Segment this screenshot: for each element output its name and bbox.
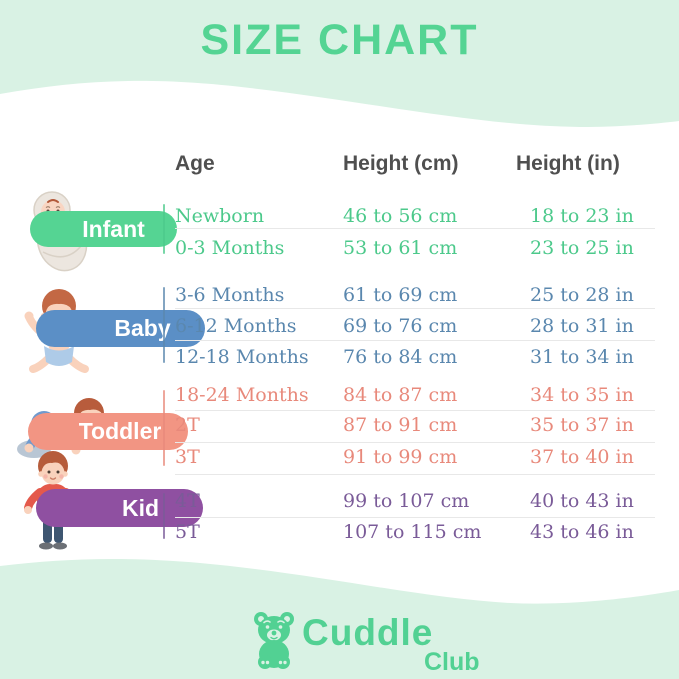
- brand-subname: Club: [424, 648, 480, 676]
- group-pill-infant: Infant: [30, 211, 177, 247]
- age-cell: Newborn: [175, 205, 265, 227]
- age-cell: 6-12 Months: [175, 315, 297, 337]
- height-in-cell: 35 to 37 in: [530, 414, 634, 436]
- height-in-cell: 25 to 28 in: [530, 284, 634, 306]
- height-cm-cell: 91 to 99 cm: [343, 446, 458, 468]
- height-cm-cell: 46 to 56 cm: [343, 205, 458, 227]
- height-in-cell: 18 to 23 in: [530, 205, 634, 227]
- age-cell: 2T: [175, 414, 200, 436]
- group-label-toddler: Toddler: [78, 418, 162, 444]
- height-in-cell: 31 to 34 in: [530, 346, 634, 368]
- table-row: Newborn 46 to 56 cm 18 to 23 in: [175, 200, 657, 232]
- brand-name: Cuddle: [302, 612, 434, 653]
- height-cm-cell: 76 to 84 cm: [343, 346, 458, 368]
- group-label-kid: Kid: [121, 495, 160, 521]
- table-row: 4T 99 to 107 cm 40 to 43 in: [175, 485, 657, 517]
- column-header-height-in: Height (in): [516, 152, 620, 175]
- age-cell: 3-6 Months: [175, 284, 285, 306]
- group-label-infant: Infant: [82, 216, 145, 242]
- table-row: 18-24 Months 84 to 87 cm 34 to 35 in: [175, 379, 657, 411]
- group-pill-toddler: Toddler: [28, 413, 188, 450]
- table-row: 12-18 Months 76 to 84 cm 31 to 34 in: [175, 341, 657, 373]
- height-cm-cell: 61 to 69 cm: [343, 284, 458, 306]
- top-wave-decoration: [0, 0, 679, 127]
- age-cell: 5T: [175, 521, 200, 543]
- bottom-wave-decoration: [0, 559, 679, 679]
- table-row: 0-3 Months 53 to 61 cm 23 to 25 in: [175, 232, 657, 264]
- group-divider-infant: [163, 204, 165, 254]
- age-cell: 18-24 Months: [175, 384, 309, 406]
- age-cell: 0-3 Months: [175, 237, 285, 259]
- page-title: SIZE CHART: [200, 16, 479, 64]
- height-in-cell: 43 to 46 in: [530, 521, 634, 543]
- height-in-cell: 23 to 25 in: [530, 237, 634, 259]
- row-divider: [175, 410, 655, 411]
- height-in-cell: 28 to 31 in: [530, 315, 634, 337]
- group-pill-kid: Kid: [36, 489, 203, 527]
- height-cm-cell: 99 to 107 cm: [343, 490, 470, 512]
- group-divider-kid: [163, 493, 165, 539]
- teddy-bear-icon: [254, 612, 294, 669]
- table-row: 2T 87 to 91 cm 35 to 37 in: [175, 409, 657, 441]
- group-divider-toddler: [163, 390, 165, 466]
- age-cell: 4T: [175, 490, 200, 512]
- column-header-age: Age: [175, 152, 215, 175]
- row-divider: [175, 474, 655, 475]
- row-divider: [175, 517, 655, 518]
- group-label-baby: Baby: [114, 315, 171, 341]
- height-cm-cell: 107 to 115 cm: [343, 521, 482, 543]
- age-cell: 12-18 Months: [175, 346, 309, 368]
- brand-logo: Cuddle Club: [252, 608, 492, 676]
- row-divider: [175, 340, 655, 341]
- table-row: 3T 91 to 99 cm 37 to 40 in: [175, 441, 657, 473]
- height-cm-cell: 84 to 87 cm: [343, 384, 458, 406]
- height-cm-cell: 69 to 76 cm: [343, 315, 458, 337]
- age-cell: 3T: [175, 446, 200, 468]
- row-divider: [175, 228, 655, 229]
- row-divider: [175, 308, 655, 309]
- row-divider: [175, 442, 655, 443]
- height-cm-cell: 53 to 61 cm: [343, 237, 458, 259]
- height-in-cell: 40 to 43 in: [530, 490, 634, 512]
- table-row: 6-12 Months 69 to 76 cm 28 to 31 in: [175, 310, 657, 342]
- height-in-cell: 37 to 40 in: [530, 446, 634, 468]
- table-row: 3-6 Months 61 to 69 cm 25 to 28 in: [175, 279, 657, 311]
- group-divider-baby: [163, 287, 165, 363]
- height-cm-cell: 87 to 91 cm: [343, 414, 458, 436]
- table-row: 5T 107 to 115 cm 43 to 46 in: [175, 516, 657, 548]
- height-in-cell: 34 to 35 in: [530, 384, 634, 406]
- column-header-height-cm: Height (cm): [343, 152, 459, 175]
